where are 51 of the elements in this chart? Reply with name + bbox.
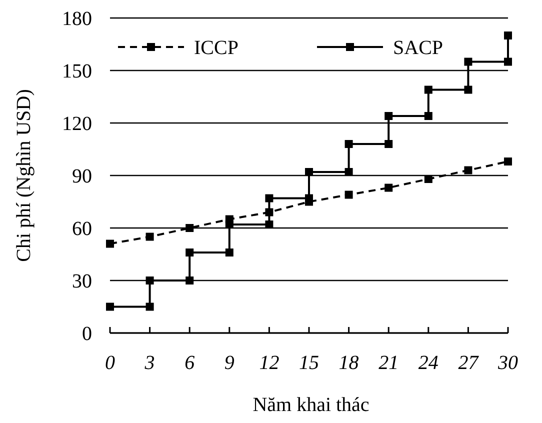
point	[424, 175, 432, 183]
point	[265, 208, 274, 216]
point	[424, 86, 432, 94]
legend-label: SACP	[393, 37, 444, 59]
point	[344, 190, 353, 199]
point	[464, 166, 472, 174]
point	[464, 58, 472, 66]
point	[146, 276, 154, 284]
y-tick-label: 30	[72, 270, 92, 292]
point	[504, 58, 512, 66]
x-tick-label: 6	[184, 352, 195, 374]
point	[186, 276, 194, 284]
point	[225, 215, 234, 224]
y-tick-label: 90	[72, 166, 92, 188]
x-tick-label: 18	[338, 352, 359, 374]
x-tick-label: 21	[378, 352, 399, 374]
x-tick-label: 0	[105, 352, 115, 374]
point	[106, 240, 114, 248]
x-tick-label: 24	[418, 352, 438, 374]
point	[146, 232, 154, 241]
point	[344, 140, 353, 148]
x-tick-label: 15	[299, 352, 319, 374]
point	[305, 168, 313, 176]
point	[424, 112, 432, 120]
y-tick-label: 120	[62, 113, 92, 135]
x-tick-label: 30	[497, 352, 518, 374]
point	[384, 112, 393, 120]
point	[225, 248, 234, 256]
legend-label: ICCP	[194, 37, 238, 59]
x-axis-title: Năm khai thác	[252, 394, 370, 416]
point	[265, 194, 274, 202]
y-tick-label: 180	[62, 8, 92, 30]
point	[146, 302, 154, 311]
point	[504, 158, 512, 166]
x-tick-label: 12	[259, 352, 280, 374]
point	[384, 184, 393, 192]
point	[265, 220, 274, 228]
x-tick-label: 9	[224, 352, 234, 374]
y-tick-label: 60	[72, 218, 92, 240]
x-tick-label: 3	[144, 352, 155, 374]
point	[106, 302, 114, 311]
y-tick-label: 0	[82, 323, 92, 345]
y-tick-label: 150	[62, 60, 92, 82]
y-axis-title: Chi phí (Nghìn USD)	[13, 89, 35, 262]
point	[384, 140, 393, 148]
point	[504, 32, 512, 40]
point	[344, 168, 353, 176]
point	[464, 86, 472, 94]
point	[186, 224, 194, 232]
x-tick-label: 27	[458, 352, 480, 374]
point	[186, 248, 194, 256]
